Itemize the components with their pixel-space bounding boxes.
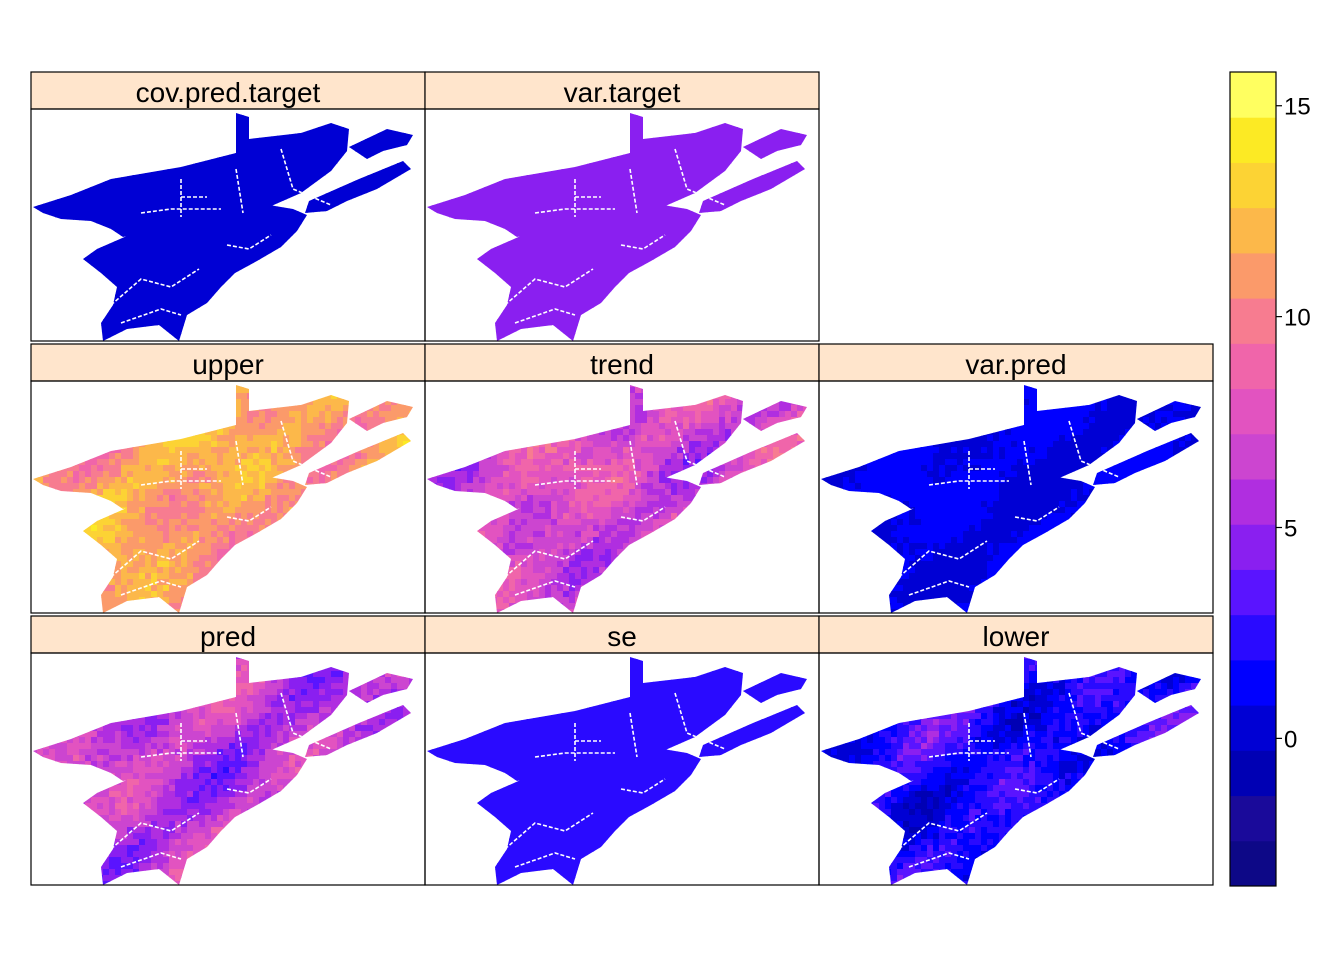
colorkey-swatch bbox=[1230, 72, 1276, 118]
panel-strip bbox=[424, 343, 820, 382]
panel-title: se bbox=[607, 621, 637, 652]
colorkey: 0 5 10 15 bbox=[1229, 71, 1311, 887]
panel-border bbox=[424, 108, 820, 342]
panel-title: var.pred bbox=[965, 349, 1066, 380]
panel-title: lower bbox=[983, 621, 1050, 652]
colorkey-swatch bbox=[1230, 705, 1276, 751]
colorkey-swatch bbox=[1230, 795, 1276, 842]
panel-title: var.target bbox=[564, 77, 681, 108]
panel-title: trend bbox=[590, 349, 654, 380]
colorkey-swatch bbox=[1230, 388, 1276, 435]
raster-map bbox=[33, 657, 413, 885]
colorkey-swatch bbox=[1230, 343, 1276, 390]
panel-strip bbox=[30, 343, 426, 382]
road-lines bbox=[898, 420, 1120, 596]
panel-trend: trend bbox=[424, 343, 820, 614]
road-lines bbox=[504, 692, 726, 868]
road-lines bbox=[110, 692, 332, 868]
colorkey-swatch bbox=[1230, 569, 1276, 616]
colorkey-tick-label: 15 bbox=[1284, 94, 1311, 121]
panel-strip bbox=[424, 615, 820, 654]
colorkey-tick-label: 0 bbox=[1284, 726, 1297, 753]
colorkey-tick-label: 5 bbox=[1284, 516, 1297, 543]
panel-strip bbox=[424, 71, 820, 110]
colorkey-border bbox=[1229, 71, 1277, 887]
panel-strip bbox=[30, 615, 426, 654]
raster-map bbox=[427, 113, 807, 341]
colorkey-swatch bbox=[1230, 840, 1276, 887]
raster-map bbox=[821, 657, 1201, 885]
panel-strip bbox=[818, 343, 1214, 382]
panel-border bbox=[818, 652, 1214, 886]
panel-var-pred: var.pred bbox=[818, 343, 1214, 614]
panel-strip bbox=[818, 615, 1214, 654]
panel-strip bbox=[30, 71, 426, 110]
panel-var-target: var.target bbox=[424, 71, 820, 342]
colorkey-swatch bbox=[1230, 298, 1276, 344]
colorkey-swatch bbox=[1230, 162, 1276, 209]
raster-map bbox=[33, 113, 413, 341]
panel-title: pred bbox=[200, 621, 256, 652]
raster-map bbox=[821, 385, 1201, 613]
raster-map bbox=[33, 385, 413, 613]
colorkey-swatch bbox=[1230, 207, 1276, 254]
road-lines bbox=[110, 148, 332, 324]
panels-layer: cov.pred.target var.target upper trend var.p… bbox=[30, 71, 1214, 886]
raster-map bbox=[427, 657, 807, 885]
colorkey-swatch bbox=[1230, 750, 1276, 797]
panel-cov-pred-target: cov.pred.target bbox=[30, 71, 426, 342]
colorkey-swatch bbox=[1230, 524, 1276, 570]
colorkey-tick-label: 10 bbox=[1284, 305, 1311, 332]
panel-title: cov.pred.target bbox=[136, 77, 321, 108]
colorkey-swatch bbox=[1230, 659, 1276, 706]
panel-upper: upper bbox=[30, 343, 426, 614]
colorkey-swatch bbox=[1230, 479, 1276, 525]
colorkey-swatch bbox=[1230, 614, 1276, 661]
panel-title: upper bbox=[192, 349, 264, 380]
panel-lower: lower bbox=[818, 615, 1214, 886]
panel-pred: pred bbox=[30, 615, 426, 886]
road-lines bbox=[504, 148, 726, 324]
road-lines bbox=[504, 420, 726, 596]
panel-border bbox=[818, 380, 1214, 614]
raster-map bbox=[427, 385, 807, 613]
colorkey-swatch bbox=[1230, 117, 1276, 163]
road-lines bbox=[898, 692, 1120, 868]
road-lines bbox=[110, 420, 332, 596]
colorkey-swatch bbox=[1230, 252, 1276, 299]
panel-se: se bbox=[424, 615, 820, 886]
colorkey-swatch bbox=[1230, 433, 1276, 480]
